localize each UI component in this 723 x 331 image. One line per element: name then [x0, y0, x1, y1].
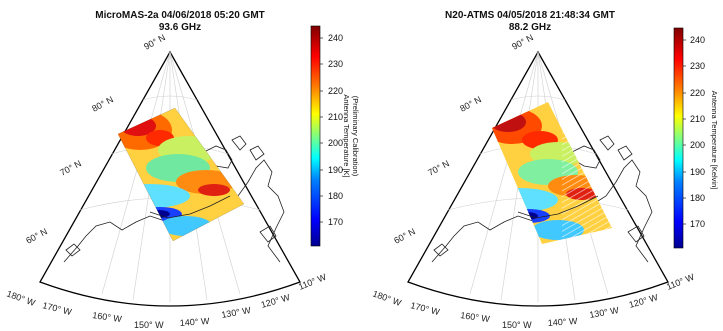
- right-colorbar-ticks: [683, 39, 686, 225]
- left-lat-label-70: 70° N: [58, 158, 83, 177]
- left-lat-label-80: 80° N: [90, 94, 115, 113]
- right-colorbar: [673, 27, 684, 249]
- right-lat-label-90: 90° N: [510, 32, 535, 51]
- right-lon-label-180: 180° W: [371, 288, 403, 308]
- left-cb-tick-230: 230: [328, 59, 343, 69]
- right-cb-tick-200: 200: [690, 140, 705, 150]
- right-lon-label-160: 160° W: [460, 310, 491, 324]
- right-lon-label-120: 120° W: [628, 292, 660, 310]
- left-lon-label-110: 110° W: [297, 272, 328, 292]
- right-lon-label-150: 150° W: [502, 320, 532, 330]
- right-coastline-overlay: [517, 195, 599, 219]
- left-lon-label-150: 150° W: [134, 320, 164, 330]
- right-lat-label-70: 70° N: [426, 158, 451, 177]
- right-cb-tick-240: 240: [690, 35, 705, 45]
- left-lon-label-180: 180° W: [5, 288, 37, 308]
- left-subtitle-text: 93.6 GHz: [158, 22, 202, 33]
- right-cb-tick-180: 180: [690, 193, 705, 203]
- right-cb-tick-230: 230: [690, 61, 705, 71]
- left-cb-tick-190: 190: [328, 165, 343, 175]
- left-lon-label-170: 170° W: [42, 300, 74, 317]
- left-colorbar-label-line1: Antenna Temperature [K]: [342, 94, 351, 177]
- left-cb-tick-240: 240: [328, 33, 343, 43]
- right-map-panel: N20-ATMS 04/05/2018 21:48:34 GMT 88.2 GH…: [362, 0, 723, 331]
- left-lon-label-140: 140° W: [179, 316, 210, 328]
- left-lat-label-60: 60° N: [24, 226, 49, 245]
- right-lon-label-170: 170° W: [410, 300, 442, 317]
- right-lon-label-140: 140° W: [547, 316, 578, 328]
- left-cb-tick-200: 200: [328, 138, 343, 148]
- left-cb-tick-220: 220: [328, 86, 343, 96]
- left-cb-tick-180: 180: [328, 191, 343, 201]
- left-colorbar-ticks: [320, 37, 323, 223]
- right-lat-label-60: 60° N: [392, 226, 417, 245]
- left-lat-label-90: 90° N: [142, 32, 167, 51]
- left-map-figure: 90° N 80° N 70° N 60° N 180° W 170° W 16…: [5, 25, 360, 330]
- right-map-figure: 90° N 80° N 70° N 60° N 180° W 170° W 16…: [371, 27, 719, 330]
- left-title-text: MicroMAS-2a 04/06/2018 05:20 GMT: [95, 10, 265, 21]
- left-cb-tick-170: 170: [328, 217, 343, 227]
- right-title-text: N20-ATMS 04/05/2018 21:48:34 GMT: [445, 10, 615, 21]
- right-cb-tick-170: 170: [690, 219, 705, 229]
- left-lon-label-120: 120° W: [260, 292, 292, 310]
- left-cb-tick-210: 210: [328, 112, 343, 122]
- left-map-title: MicroMAS-2a 04/06/2018 05:20 GMT 93.6 GH…: [60, 10, 300, 34]
- right-cb-tick-210: 210: [690, 114, 705, 124]
- left-colorbar-label-line2: (Preliminary Calibration): [351, 96, 360, 177]
- right-subtitle-text: 88.2 GHz: [508, 22, 552, 33]
- left-coastline-overlay: [149, 195, 231, 219]
- left-lon-label-130: 130° W: [221, 305, 252, 320]
- right-cb-tick-190: 190: [690, 167, 705, 177]
- right-lon-label-110: 110° W: [665, 272, 696, 292]
- right-map-title: N20-ATMS 04/05/2018 21:48:34 GMT 88.2 GH…: [400, 10, 660, 34]
- right-lon-label-130: 130° W: [589, 305, 620, 320]
- right-cb-tick-220: 220: [690, 88, 705, 98]
- left-colorbar: [310, 25, 321, 247]
- left-map-panel: MicroMAS-2a 04/06/2018 05:20 GMT 93.6 GH…: [0, 0, 361, 331]
- right-colorbar-label: Antenna Temperature [Kelvin]: [710, 91, 719, 190]
- left-lon-label-160: 160° W: [92, 310, 123, 324]
- right-lat-label-80: 80° N: [458, 94, 483, 113]
